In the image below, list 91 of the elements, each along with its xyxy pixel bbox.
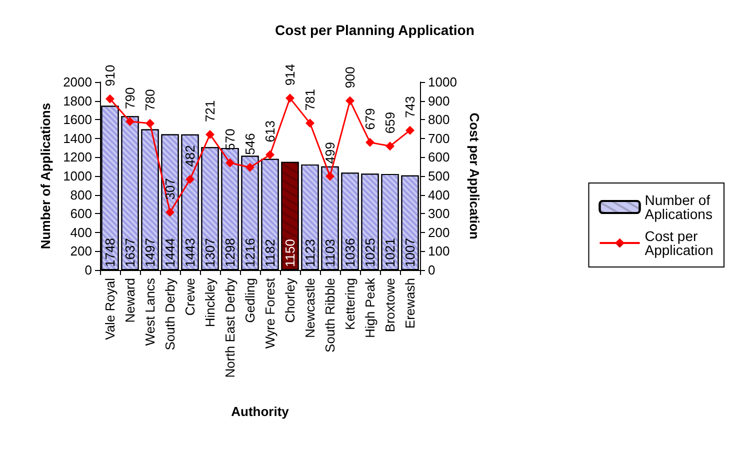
- point: [346, 96, 354, 106]
- y-tick-label: 400: [70, 224, 92, 240]
- y2-tick-label: 800: [428, 112, 450, 128]
- y2-tick-label: 500: [428, 168, 450, 184]
- data-label: 790: [122, 87, 138, 109]
- point: [246, 162, 254, 172]
- x-tick-label: Hinckley: [202, 278, 218, 328]
- y2-tick-label: 200: [428, 224, 450, 240]
- y-tick-label: 1400: [63, 130, 92, 146]
- x-tick-label: South Ribble: [322, 278, 338, 352]
- point: [186, 174, 194, 184]
- data-label: 900: [342, 66, 358, 88]
- data-label: 1182: [262, 239, 278, 267]
- point: [386, 142, 394, 151]
- data-label: 1443: [182, 238, 198, 267]
- y-tick-label: 1000: [63, 168, 92, 184]
- y2-tick-label: 1000: [428, 74, 457, 90]
- data-label: 613: [262, 120, 278, 142]
- data-label: 1150: [282, 239, 298, 267]
- x-tick-label: Chorley: [282, 278, 298, 323]
- point: [206, 130, 214, 139]
- y-tick-label: 800: [70, 187, 92, 202]
- x-tick-label: Gedling: [242, 278, 258, 323]
- data-label: 659: [382, 112, 398, 134]
- x-tick-label: Erewash: [402, 278, 418, 329]
- data-label: 1637: [122, 238, 138, 267]
- y-tick-label: 600: [70, 206, 92, 222]
- x-tick-label: Neward: [122, 278, 138, 323]
- point: [366, 138, 374, 147]
- data-label: 546: [242, 133, 258, 155]
- y2-tick-label: 100: [428, 244, 450, 259]
- data-label: 679: [362, 108, 378, 130]
- data-label: 781: [302, 88, 318, 111]
- y-tick-label: 200: [70, 244, 92, 259]
- y2-tick-label: 400: [428, 187, 450, 202]
- point: [146, 118, 154, 128]
- legend-label: Number of Aplications: [644, 192, 714, 222]
- x-tick-label: Wyre Forest: [262, 278, 278, 349]
- data-label: 780: [142, 89, 158, 111]
- y-tick-label: 1600: [63, 112, 92, 128]
- x-tick-label: South Derby: [162, 278, 178, 350]
- legend-label: Cost per Application: [644, 228, 714, 258]
- data-label: 1298: [222, 238, 238, 267]
- x-axis-title: Authority: [231, 404, 290, 419]
- data-label: 910: [102, 64, 118, 86]
- data-label: 1103: [322, 239, 338, 267]
- y2-tick-label: 300: [428, 206, 450, 222]
- y-tick-label: 1200: [63, 150, 92, 165]
- y-tick-label: 1800: [63, 93, 92, 108]
- data-label: 1025: [362, 238, 378, 267]
- chart-title: Cost per Planning Application: [275, 22, 474, 38]
- data-label: 914: [282, 64, 298, 86]
- data-label: 1444: [162, 238, 178, 267]
- x-tick-label: North East Derby: [222, 278, 238, 378]
- data-label: 1497: [142, 238, 158, 267]
- point: [126, 116, 134, 126]
- data-label: 743: [402, 96, 418, 118]
- data-label: 721: [202, 100, 218, 122]
- y2-tick-label: 700: [428, 130, 450, 146]
- data-label: 1216: [242, 238, 258, 267]
- data-label: 1307: [202, 238, 218, 267]
- y2-axis-title: Cost per Application: [467, 112, 482, 240]
- point: [226, 158, 234, 168]
- point: [326, 172, 334, 181]
- data-label: 1036: [342, 238, 358, 267]
- data-label: 1123: [302, 239, 318, 267]
- point: [406, 126, 414, 135]
- y2-tick-label: 0: [428, 262, 436, 278]
- y2-tick-label: 600: [428, 150, 450, 165]
- x-tick-label: Crewe: [182, 278, 198, 316]
- x-tick-label: High Peak: [362, 278, 378, 338]
- data-label: 482: [182, 145, 198, 167]
- y-axis-title: Number of Applications: [38, 102, 53, 250]
- x-tick-label: Broxtowe: [382, 278, 398, 332]
- point: [266, 150, 274, 160]
- y-tick-label: 0: [84, 262, 92, 278]
- point: [286, 94, 294, 103]
- point: [306, 118, 314, 128]
- data-label: 499: [322, 142, 338, 164]
- point: [166, 208, 174, 217]
- data-label: 1021: [382, 238, 398, 267]
- point: [106, 94, 114, 104]
- x-tick-label: West Lancs: [142, 278, 158, 346]
- y-tick-label: 2000: [63, 74, 92, 90]
- x-tick-label: Newcastle: [302, 278, 318, 338]
- data-label: 1007: [402, 238, 418, 267]
- y2-tick-label: 900: [428, 93, 450, 108]
- x-tick-label: Kettering: [342, 278, 358, 330]
- data-label: 1748: [102, 238, 118, 267]
- x-tick-label: Vale Royal: [102, 278, 118, 340]
- data-label: 307: [162, 178, 178, 200]
